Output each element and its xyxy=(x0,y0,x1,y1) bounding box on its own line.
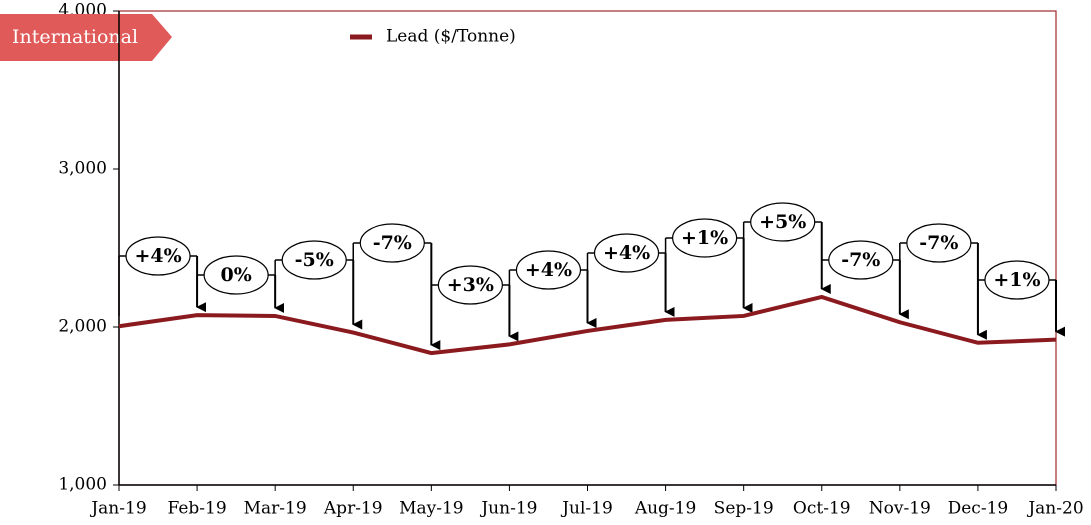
annotation-bubble xyxy=(281,240,347,280)
x-tick-label: Dec-19 xyxy=(948,499,1009,519)
legend-label: Lead ($/Tonne) xyxy=(386,27,516,47)
x-tick-label: Feb-19 xyxy=(167,499,226,519)
x-tick-label: Jun-19 xyxy=(479,499,537,519)
annotation: +5% xyxy=(759,211,806,233)
annotation-bubble xyxy=(515,250,582,290)
x-tick-label: Jan-19 xyxy=(89,499,146,519)
x-tick-label: Aug-19 xyxy=(634,499,696,519)
annotation-bubble xyxy=(672,218,738,258)
x-tick-label: Jan-20 xyxy=(1026,499,1083,519)
annotation: -7% xyxy=(919,232,958,254)
annotation-bubble xyxy=(984,260,1050,300)
annotation: +1% xyxy=(681,227,728,249)
annotation-bubble xyxy=(750,202,816,242)
annotation-bubble xyxy=(828,240,894,280)
x-tick-label: Oct-19 xyxy=(793,499,851,519)
x-tick-label: Apr-19 xyxy=(323,499,383,519)
badge-text: International xyxy=(12,26,138,48)
annotation-bubble xyxy=(359,223,425,263)
annotation: -7% xyxy=(841,249,880,271)
annotation: -5% xyxy=(295,249,334,271)
annotation: -7% xyxy=(373,232,412,254)
badge-shape xyxy=(0,14,172,61)
x-tick-label: Sep-19 xyxy=(714,499,774,519)
annotation: +1% xyxy=(993,269,1040,291)
x-tick-label: Mar-19 xyxy=(244,499,307,519)
annotation-bubble xyxy=(906,223,972,263)
annotation-bubble xyxy=(593,233,660,273)
annotation: +4% xyxy=(603,242,650,264)
annotation: +3% xyxy=(447,274,494,296)
annotation: 0% xyxy=(220,264,251,286)
x-tick-label: Jul-19 xyxy=(560,499,613,519)
line-series xyxy=(118,294,1057,356)
y-tick-label: 3,000 xyxy=(58,159,107,179)
annotation-bubble xyxy=(125,236,191,276)
annotation: +4% xyxy=(134,245,181,267)
annotation: +4% xyxy=(525,259,572,281)
y-tick-label: 2,000 xyxy=(58,317,107,337)
annotation-bubble xyxy=(437,265,503,305)
y-tick-label: 1,000 xyxy=(58,475,107,495)
x-tick-label: May-19 xyxy=(399,499,464,519)
x-tick-label: Nov-19 xyxy=(869,499,931,519)
annotation-bubble xyxy=(203,255,269,295)
